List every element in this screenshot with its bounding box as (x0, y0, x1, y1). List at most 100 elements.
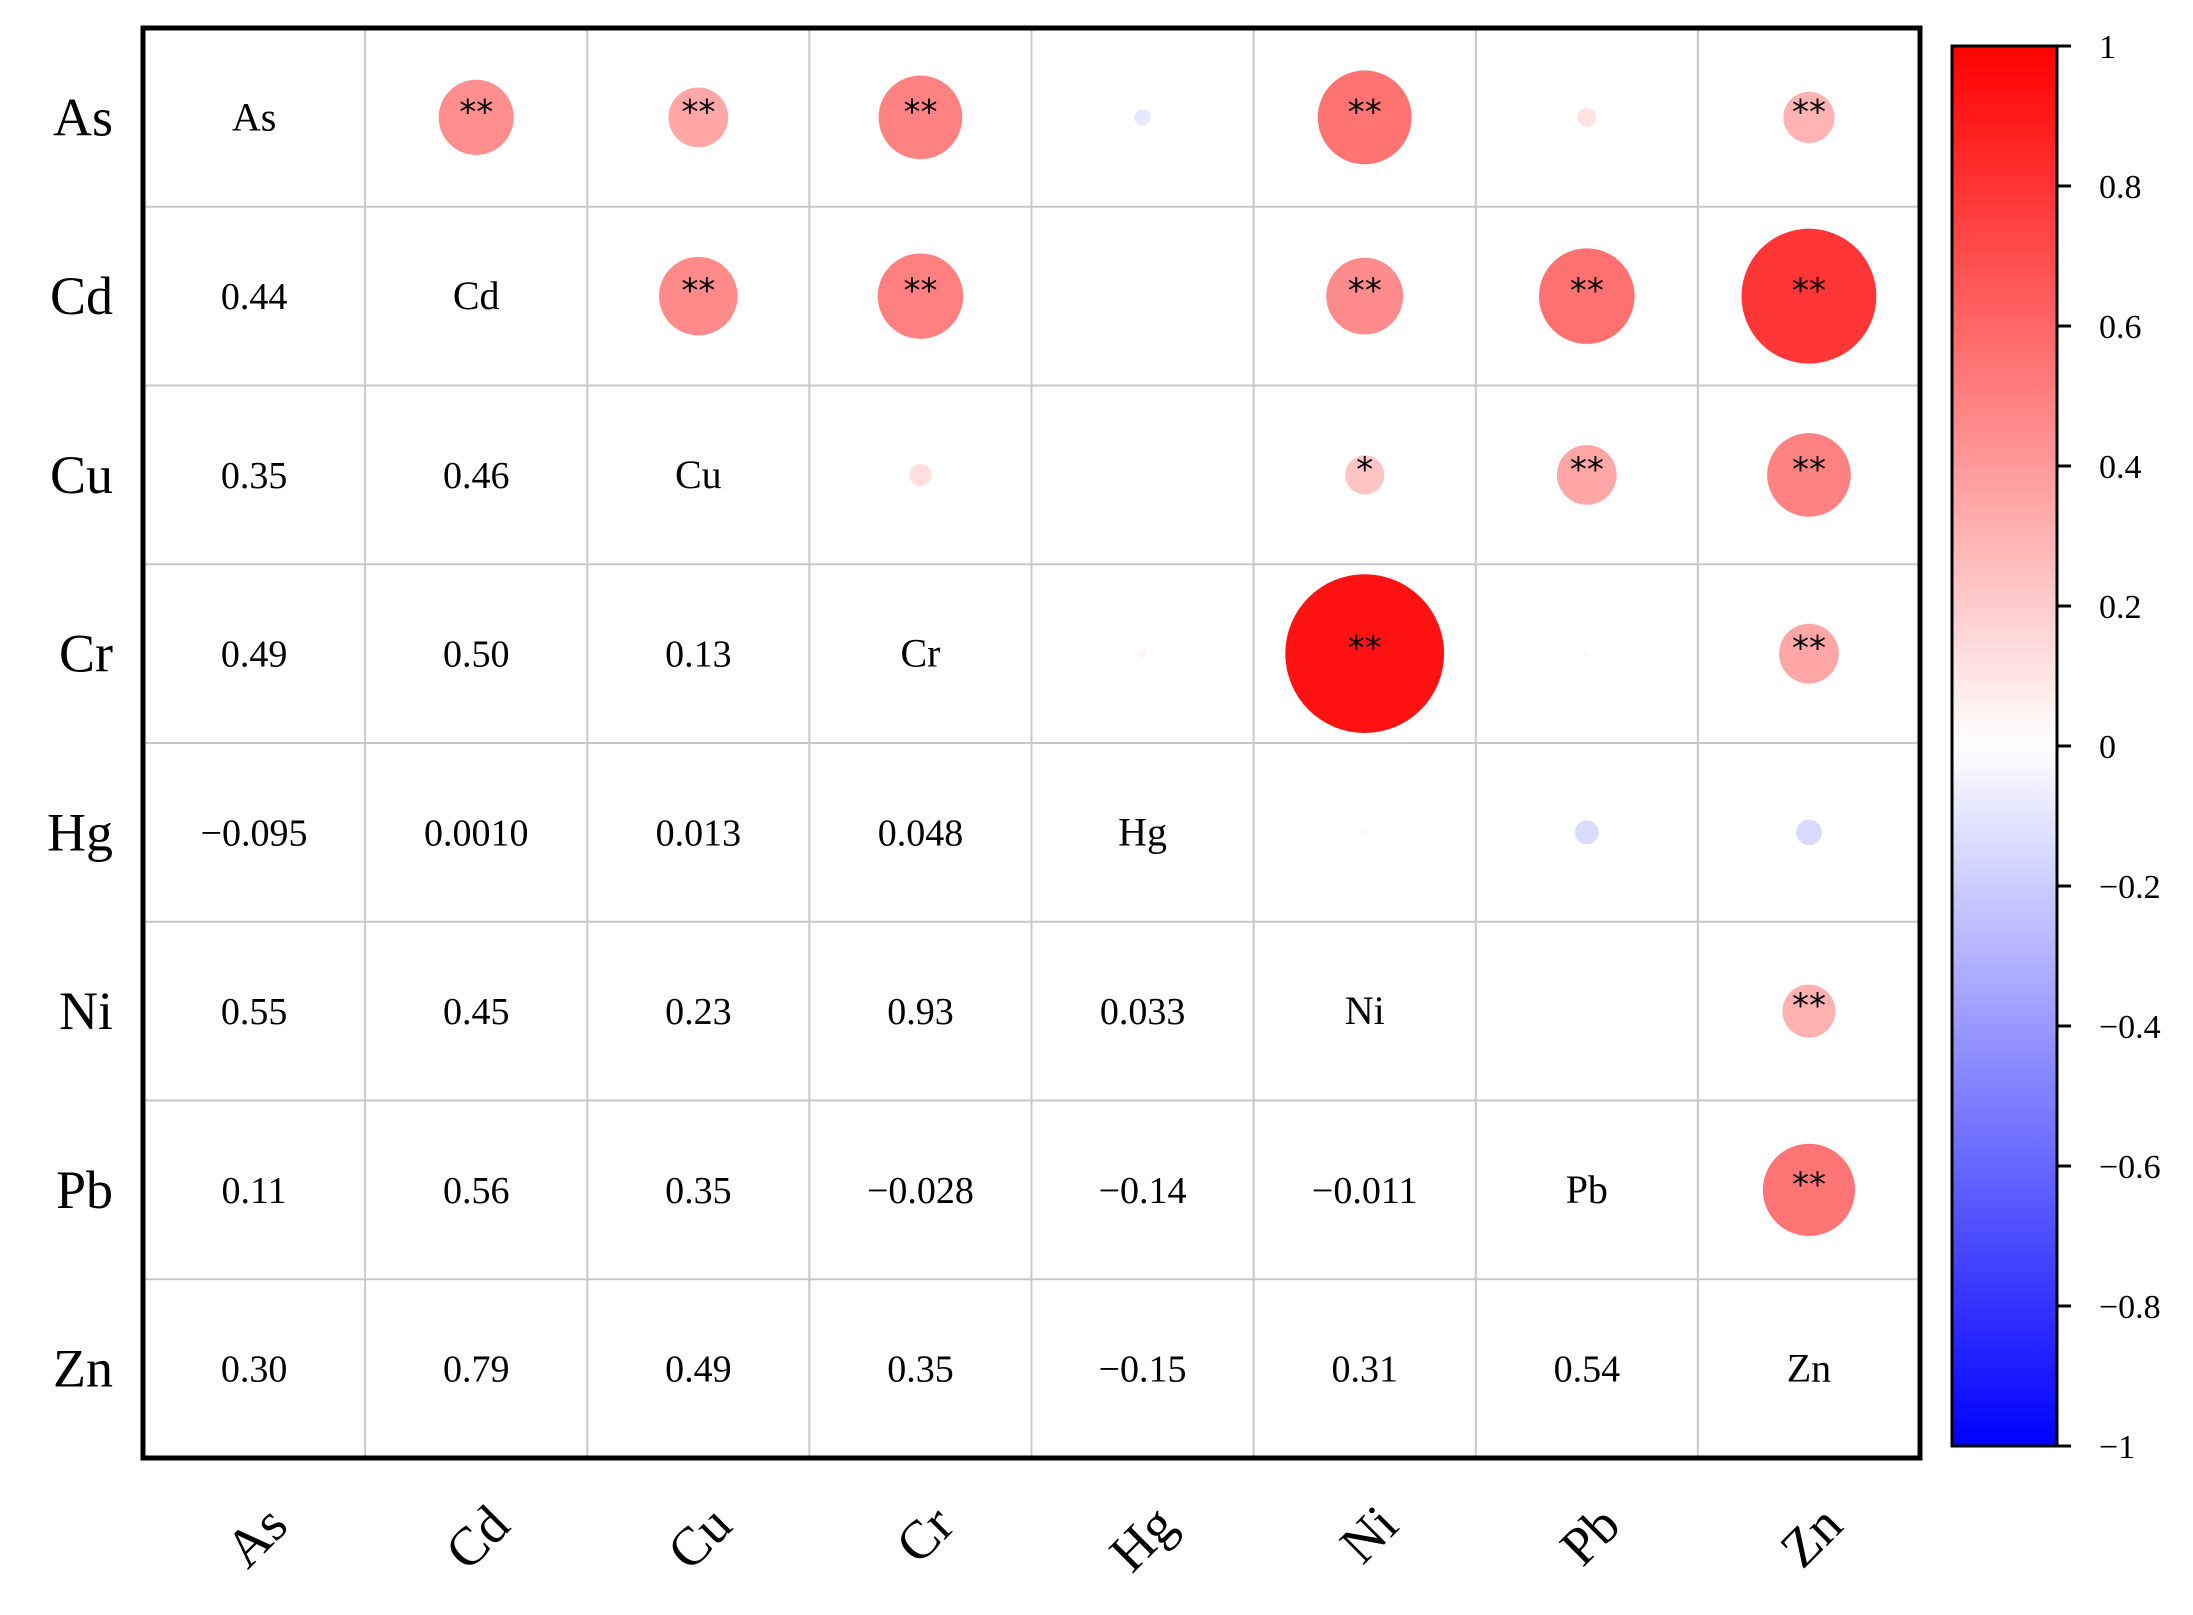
correlation-value: 0.55 (221, 991, 288, 1033)
correlation-value: −0.011 (1312, 1170, 1418, 1212)
correlation-value: 0.93 (887, 991, 954, 1033)
y-tick-label: Hg (47, 802, 113, 862)
circle-Cr-Zn (1779, 623, 1839, 684)
circle-Cd-Pb (1539, 248, 1635, 344)
circle-Cd-Ni (1326, 257, 1404, 335)
correlation-value: 0.0010 (424, 812, 529, 854)
diagonal-label: Cd (453, 273, 500, 318)
correlation-value: 0.49 (221, 634, 288, 676)
correlation-value: 0.54 (1554, 1349, 1621, 1391)
x-tick-label: Cr (884, 1494, 965, 1575)
correlation-value: −0.095 (201, 812, 308, 854)
significance-mark: ** (1792, 986, 1826, 1026)
significance-mark: ** (903, 271, 937, 311)
y-tick-label: Cd (50, 266, 113, 326)
y-tick-label: As (53, 87, 113, 147)
circle-Cd-Cr (877, 253, 964, 339)
colorbar-tick-label: 0.4 (2099, 449, 2142, 486)
x-tick-label: Cd (434, 1494, 521, 1581)
colorbar-tick-label: −0.2 (2099, 869, 2161, 906)
colorbar-tick-label: 0.6 (2099, 309, 2142, 346)
y-tick-label: Cr (59, 624, 113, 684)
x-tick-label: Zn (1769, 1494, 1854, 1579)
circle-Cu-Hg (1141, 473, 1144, 476)
circle-Cu-Zn (1767, 433, 1851, 517)
correlation-value: 0.11 (222, 1170, 287, 1212)
colorbar-tick-label: 0 (2099, 729, 2116, 766)
significance-mark: ** (1348, 271, 1382, 311)
circle-Cr-Ni (1285, 574, 1445, 734)
diagonal-label: Cr (900, 631, 940, 676)
colorbar-gradient (1952, 46, 2057, 1446)
circle-Cr-Hg (1138, 649, 1147, 658)
circle-Ni-Pb (1585, 1010, 1588, 1013)
colorbar-tick-label: −0.8 (2099, 1289, 2161, 1326)
x-tick-label: Hg (1098, 1494, 1187, 1583)
x-tick-label: As (214, 1494, 299, 1579)
colorbar-tick-label: −0.6 (2099, 1149, 2161, 1186)
circle-As-Ni (1317, 70, 1412, 165)
correlation-value: 0.13 (665, 634, 732, 676)
y-tick-label: Zn (53, 1339, 113, 1399)
circle-As-Zn (1783, 91, 1835, 143)
diagonal-label: Hg (1118, 809, 1167, 854)
circle-Pb-Zn (1762, 1143, 1856, 1236)
significance-mark: ** (903, 92, 937, 132)
plot-frame (140, 25, 1923, 1461)
correlation-value: 0.35 (887, 1349, 954, 1391)
correlation-value: 0.45 (443, 991, 510, 1033)
significance-mark: ** (681, 92, 715, 132)
diagonal-label: As (232, 94, 276, 139)
significance-mark: ** (1792, 1165, 1826, 1205)
significance-mark: ** (1792, 629, 1826, 669)
circle-Cu-Ni (1345, 455, 1385, 495)
colorbar-tick-label: 0.2 (2099, 589, 2142, 626)
circle-Cu-Cr (909, 463, 932, 486)
correlation-value: 0.35 (665, 1170, 732, 1212)
correlation-value: 0.31 (1331, 1349, 1398, 1391)
circle-Cd-Zn (1741, 228, 1877, 364)
y-tick-label: Cu (50, 445, 113, 505)
significance-mark: ** (1792, 450, 1826, 490)
circle-Hg-Ni (1361, 829, 1368, 836)
correlation-value: −0.15 (1099, 1349, 1187, 1391)
significance-mark: ** (681, 271, 715, 311)
plot-area: As ** ** ** ** ** 0.44 Cd ** ** ** ** ** 0.35 0.46 Cu * *… (47, 25, 1923, 1583)
correlation-value: 0.46 (443, 455, 510, 497)
correlation-value: 0.23 (665, 991, 732, 1033)
correlation-value: 0.79 (443, 1349, 510, 1391)
colorbar-tick-label: 1 (2099, 29, 2116, 66)
significance-mark: ** (1792, 271, 1826, 311)
diagonal-label: Zn (1787, 1346, 1831, 1391)
correlation-value: −0.14 (1099, 1170, 1187, 1212)
correlation-value: −0.028 (867, 1170, 974, 1212)
significance-mark: ** (1348, 629, 1382, 669)
significance-mark: ** (1792, 92, 1826, 132)
circle-As-Hg (1134, 109, 1151, 126)
circle-Cr-Pb (1584, 651, 1590, 657)
correlation-value: 0.44 (221, 276, 288, 318)
correlation-value: 0.048 (878, 812, 964, 854)
colorbar-tick-label: −0.4 (2099, 1009, 2161, 1046)
colorbar-tick-label: −1 (2099, 1429, 2135, 1466)
circle-Hg-Pb (1574, 820, 1599, 845)
correlation-value: 0.033 (1100, 991, 1186, 1033)
significance-mark: ** (1570, 271, 1604, 311)
correlation-value: 0.35 (221, 455, 288, 497)
significance-mark: ** (1348, 92, 1382, 132)
significance-mark: ** (1570, 450, 1604, 490)
correlation-value: 0.30 (221, 1349, 288, 1391)
correlation-value: 0.50 (443, 634, 510, 676)
x-tick-label: Pb (1549, 1494, 1632, 1577)
diagonal-label: Ni (1345, 988, 1385, 1033)
diagonal-label: Pb (1566, 1167, 1608, 1212)
y-tick-label: Pb (56, 1160, 113, 1220)
circle-As-Cr (878, 75, 963, 160)
colorbar-tick-label: 0.8 (2099, 169, 2142, 206)
x-tick-label: Cu (656, 1494, 743, 1581)
significance-mark: ** (459, 92, 493, 132)
correlation-value: 0.49 (665, 1349, 732, 1391)
circle-Hg-Zn (1796, 819, 1822, 846)
circle-Cd-Cu (659, 256, 738, 336)
